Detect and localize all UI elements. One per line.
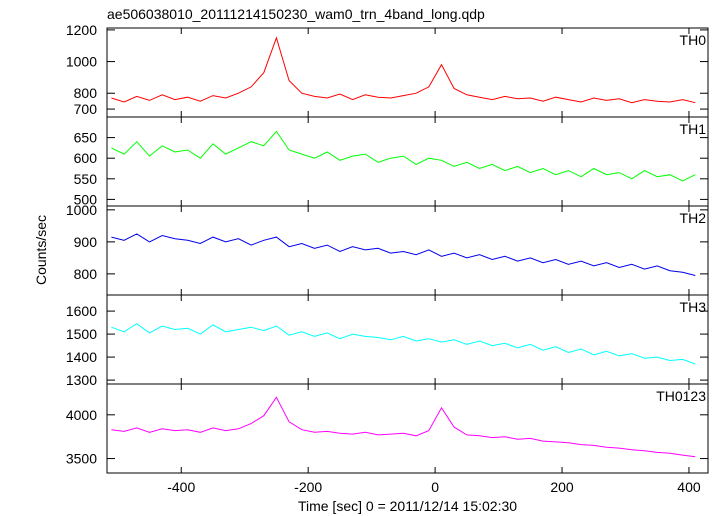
y-tick-label: 1000 [66,202,97,218]
panel-label: TH0 [680,32,707,48]
light-curve [111,130,696,182]
x-tick-label: 200 [550,479,574,495]
light-curve [111,396,696,458]
y-tick-label: 550 [74,171,98,187]
panel-label: TH0123 [656,388,706,404]
x-tick-label: -200 [294,479,322,495]
y-tick-label: 600 [74,150,98,166]
y-tick-label: 650 [74,130,98,146]
x-tick-label: 0 [431,479,439,495]
y-tick-label: 500 [74,191,98,207]
y-tick-label: 1400 [66,349,97,365]
y-tick-label: 3500 [66,451,97,467]
panel-label: TH1 [680,121,707,137]
y-tick-label: 800 [74,85,98,101]
x-tick-label: 400 [677,479,701,495]
y-tick-label: 800 [74,266,98,282]
panel-frame [106,205,709,296]
y-tick-label: 1200 [66,22,97,38]
panel-frame [106,27,709,118]
y-tick-label: 1000 [66,54,97,70]
panel-frame [106,294,709,385]
x-tick-label: -400 [167,479,195,495]
panel-frame [106,383,709,474]
light-curve [111,323,696,365]
panel-frame [106,116,709,207]
panel-label: TH2 [680,210,707,226]
y-tick-label: 1600 [66,303,97,319]
light-curve [111,36,696,104]
y-tick-label: 1500 [66,326,97,342]
y-axis-title: Counts/sec [33,215,49,285]
y-tick-label: 1300 [66,372,97,388]
y-tick-label: 900 [74,234,98,250]
panel-label: TH3 [680,299,707,315]
x-axis-title: Time [sec] 0 = 2011/12/14 15:02:30 [298,498,517,514]
y-tick-label: 700 [74,101,98,117]
chart-title: ae506038010_20111214150230_wam0_trn_4ban… [107,6,485,22]
light-curve [111,233,696,276]
y-tick-label: 4000 [66,407,97,423]
